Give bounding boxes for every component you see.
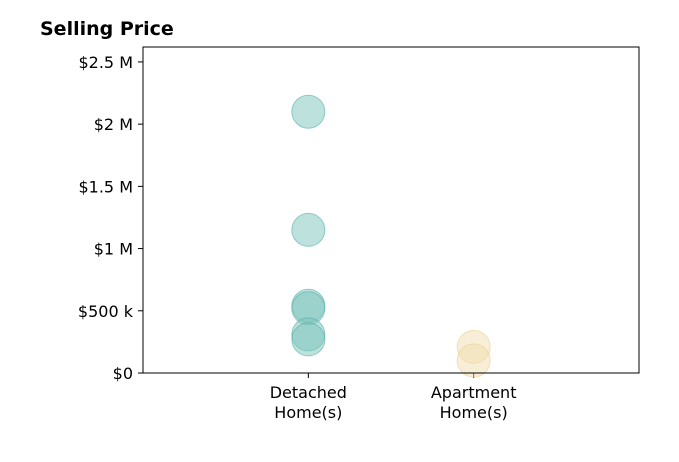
y-tick-label: $1.5 M bbox=[78, 177, 133, 196]
y-tick-label: $1 M bbox=[94, 240, 133, 259]
data-point bbox=[456, 343, 491, 378]
y-tick-label: $0 bbox=[113, 364, 133, 383]
y-axis: $0 $500 k $1 M $1.5 M $2 M $2.5 M bbox=[78, 53, 143, 383]
data-point bbox=[291, 212, 326, 247]
y-tick-label: $2 M bbox=[94, 115, 133, 134]
data-point bbox=[291, 94, 326, 129]
x-tick-label: Detached Home(s) bbox=[270, 383, 347, 422]
plot-area-frame bbox=[142, 46, 640, 374]
y-tick-label: $500 k bbox=[78, 302, 134, 321]
x-tick-label: Apartment Home(s) bbox=[431, 383, 517, 422]
x-axis: Detached Home(s) Apartment Home(s) bbox=[270, 373, 517, 422]
data-point bbox=[291, 322, 326, 357]
plot-points bbox=[291, 94, 491, 378]
chart-title: Selling Price bbox=[40, 18, 174, 40]
y-tick-label: $2.5 M bbox=[78, 53, 133, 72]
